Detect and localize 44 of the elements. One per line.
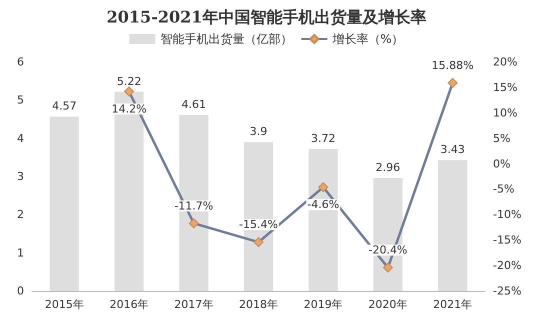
chart-title: 2015-2021年中国智能手机出货量及增长率 <box>106 8 426 26</box>
bar <box>438 160 468 291</box>
x-tick-label: 2016年 <box>110 298 149 311</box>
data-label: 14.2% <box>112 102 147 116</box>
y2-tick-label: -10% <box>493 208 522 222</box>
y2-tick-label: 10% <box>493 106 518 120</box>
y2-tick-label: 0% <box>493 157 510 170</box>
y-tick-label: 5 <box>17 94 24 107</box>
y2-tick-label: 20% <box>493 56 518 68</box>
data-label: 4.61 <box>182 98 206 112</box>
data-label: 5.22 <box>116 74 142 88</box>
x-tick-label: 2017年 <box>174 298 214 311</box>
y-tick-label: 6 <box>17 56 24 68</box>
y-tick-label: 2 <box>17 208 24 222</box>
data-label: 3.43 <box>440 143 465 156</box>
bar <box>50 116 79 291</box>
y2-tick-label: -5% <box>493 182 514 196</box>
x-tick-label: 2015年 <box>44 298 84 311</box>
y-tick-label: 1 <box>17 246 24 260</box>
data-label: 3.9 <box>250 125 268 138</box>
data-label: 3.72 <box>310 132 336 146</box>
y-tick-label: 0 <box>17 284 24 298</box>
x-tick-label: 2018年 <box>239 298 278 311</box>
y2-tick-label: 15% <box>493 80 518 94</box>
bar <box>308 149 338 291</box>
data-label: 2.96 <box>376 161 400 174</box>
data-label: -15.4% <box>239 218 278 232</box>
legend-label: 智能手机出货量（亿部） <box>160 32 292 46</box>
y-tick-label: 3 <box>17 170 24 183</box>
y2-tick-label: 5% <box>493 132 510 145</box>
x-tick-label: 2019年 <box>304 298 343 311</box>
data-label: -20.4% <box>368 244 408 257</box>
y2-tick-label: -25% <box>493 284 522 298</box>
x-tick-label: 2021年 <box>433 298 472 311</box>
x-tick-label: 2020年 <box>368 298 408 311</box>
data-label: 15.88% <box>432 58 474 72</box>
y-tick-label: 4 <box>17 132 24 145</box>
legend-label: 增长率（%） <box>331 32 404 46</box>
data-label: -4.6% <box>307 198 340 212</box>
y2-tick-label: -15% <box>493 234 522 247</box>
y2-tick-label: -20% <box>493 259 522 272</box>
bar <box>114 92 144 291</box>
data-label: 4.57 <box>52 100 77 113</box>
data-label: -11.7% <box>174 199 214 212</box>
